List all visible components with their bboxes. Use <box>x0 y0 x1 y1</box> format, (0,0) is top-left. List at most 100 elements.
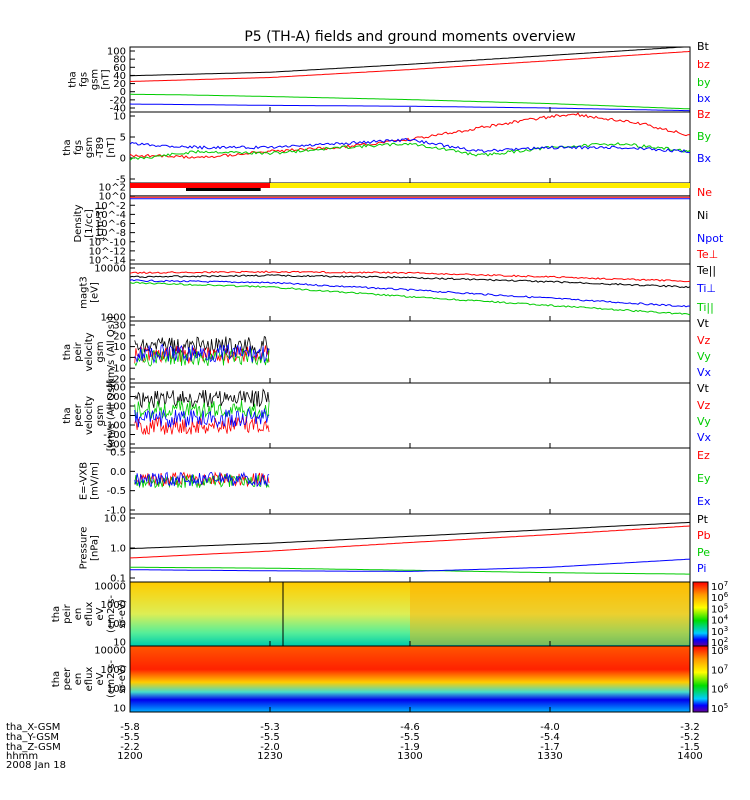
footer-label: hhmm <box>6 751 38 762</box>
legend-label: Bx <box>697 152 712 165</box>
y-tick-label: 0.5 <box>110 448 126 459</box>
y-tick-label: 1000 <box>101 665 126 676</box>
legend-label: Te|| <box>696 264 716 277</box>
y-tick-label: -5 <box>116 175 126 186</box>
legend-label: Vx <box>697 431 712 444</box>
legend-label: Npot <box>697 232 724 245</box>
y-axis-label: tha <box>51 606 62 622</box>
y-tick-label: -100 <box>103 421 126 432</box>
series-line <box>130 521 691 550</box>
legend-label: Ez <box>697 449 710 462</box>
colorbar-exponent: 4 <box>724 614 729 622</box>
y-tick-label: -20 <box>110 95 126 106</box>
y-tick-label: -40 <box>110 104 126 115</box>
y-axis-label: [nT] <box>106 137 117 157</box>
colorbar-exponent: 5 <box>724 702 728 710</box>
legend-label: Bz <box>697 108 711 121</box>
y-axis-label: peer <box>62 667 73 691</box>
footer-value: -5.5 <box>400 732 420 743</box>
y-axis-label: (cm2-s- <box>106 660 117 698</box>
series-line <box>129 281 691 316</box>
y-axis-label: eflux <box>84 667 95 692</box>
y-axis-label: [1/cc] <box>84 209 95 238</box>
series-line <box>134 415 270 436</box>
footer-value: -5.5 <box>260 732 280 743</box>
series-line <box>134 336 270 355</box>
y-axis-label: gsm <box>90 69 101 90</box>
series-line <box>129 50 691 82</box>
y-axis-label: peer <box>73 403 84 427</box>
panel-frame <box>129 182 691 265</box>
legend-label: bz <box>697 58 710 71</box>
colorbar-exponent: 7 <box>724 580 728 588</box>
colorbar-exponent: 3 <box>724 625 728 633</box>
y-tick-label: 100 <box>107 619 126 630</box>
panel-10: tha peer en eflux eV (cm2-s-sr-eV) 10000 1000 10… <box>51 644 729 715</box>
legend-label: Vt <box>697 382 710 395</box>
series-line <box>129 112 691 159</box>
y-tick-label: 10 <box>113 704 126 715</box>
y-tick-label: 10000 <box>94 264 126 275</box>
footer-value: -5.5 <box>120 732 140 743</box>
legend-label: Ti⊥ <box>696 282 716 295</box>
footer-label: 2008 Jan 18 <box>6 760 66 771</box>
y-axis-label: magt3 <box>79 276 90 309</box>
footer-value: -3.2 <box>680 722 700 733</box>
y-tick-label: 20 <box>113 79 126 90</box>
y-tick-label: 100 <box>107 684 126 695</box>
y-tick-label: 10000 <box>94 646 126 657</box>
y-tick-label: 0 <box>120 154 126 165</box>
y-tick-label: 0 <box>120 87 126 98</box>
y-axis-label: Pressure <box>79 527 90 570</box>
y-tick-label: 10 <box>113 112 126 123</box>
y-tick-label: 5 <box>120 133 126 144</box>
figure-title: P5 (TH-A) fields and ground moments over… <box>244 29 575 45</box>
series-line <box>134 471 270 488</box>
y-axis-label: tha <box>62 139 73 155</box>
y-tick-label: 60 <box>113 63 126 74</box>
series-line <box>129 103 691 112</box>
y-tick-label: 10^-14 <box>89 256 126 267</box>
legend-label: Ey <box>697 472 711 485</box>
heatmap-image <box>130 646 690 712</box>
y-tick-label: -200 <box>103 430 126 441</box>
legend-label: Vz <box>697 334 711 347</box>
y-axis-label: tha <box>51 671 62 687</box>
footer-value: 1330 <box>537 751 562 762</box>
series-line <box>129 279 691 308</box>
y-tick-label: 80 <box>113 55 126 66</box>
y-tick-label: 1000 <box>101 313 126 324</box>
legend-label: Bt <box>697 40 710 53</box>
series-line <box>130 558 691 572</box>
heatmap-image <box>130 582 690 646</box>
legend-label: Vy <box>697 350 711 363</box>
y-axis-label: eV <box>95 607 106 620</box>
heatmap-late-band <box>410 583 689 645</box>
y-axis-label: en <box>73 608 84 621</box>
y-axis-label: [cm-3] <box>95 207 106 240</box>
legend-label: Ex <box>697 495 711 508</box>
y-axis-label: [km/s (All Qs)] <box>106 316 117 388</box>
colorbar-exponent: 6 <box>724 591 729 599</box>
y-tick-label: 10^-6 <box>95 219 126 230</box>
y-axis-label: [nT] <box>101 69 112 89</box>
legend-label: Ne <box>697 186 712 199</box>
colorbar-exponent: 8 <box>724 644 728 652</box>
y-axis-label: peir <box>62 603 73 623</box>
y-tick-label: 10^-8 <box>95 228 126 239</box>
y-axis-label: Density <box>73 204 84 242</box>
y-tick-label: 10^-12 <box>89 246 126 257</box>
legend-label: Te⊥ <box>696 248 718 261</box>
series-line <box>130 525 691 559</box>
colorbar-tick-label: 108 <box>711 644 728 657</box>
legend-label: Vt <box>697 317 710 330</box>
footer-value: -2.0 <box>260 742 280 753</box>
footer-value: -5.3 <box>260 722 280 733</box>
y-tick-label: 20 <box>113 331 126 342</box>
y-axis-label: gsm <box>95 341 106 362</box>
status-bar <box>270 183 690 188</box>
y-axis-label: [eV] <box>90 282 101 303</box>
footer-label: tha_Z-GSM <box>6 742 61 753</box>
